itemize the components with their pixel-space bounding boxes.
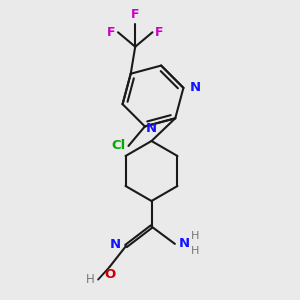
Text: F: F bbox=[107, 26, 116, 39]
Text: N: N bbox=[146, 122, 157, 135]
Text: F: F bbox=[131, 8, 140, 21]
Text: H: H bbox=[86, 273, 95, 286]
Text: H: H bbox=[190, 245, 199, 256]
Text: Cl: Cl bbox=[111, 140, 125, 152]
Text: F: F bbox=[155, 26, 164, 39]
Text: H: H bbox=[190, 231, 199, 242]
Text: N: N bbox=[178, 237, 190, 250]
Text: O: O bbox=[104, 268, 115, 281]
Text: N: N bbox=[110, 238, 121, 251]
Text: N: N bbox=[189, 81, 201, 94]
